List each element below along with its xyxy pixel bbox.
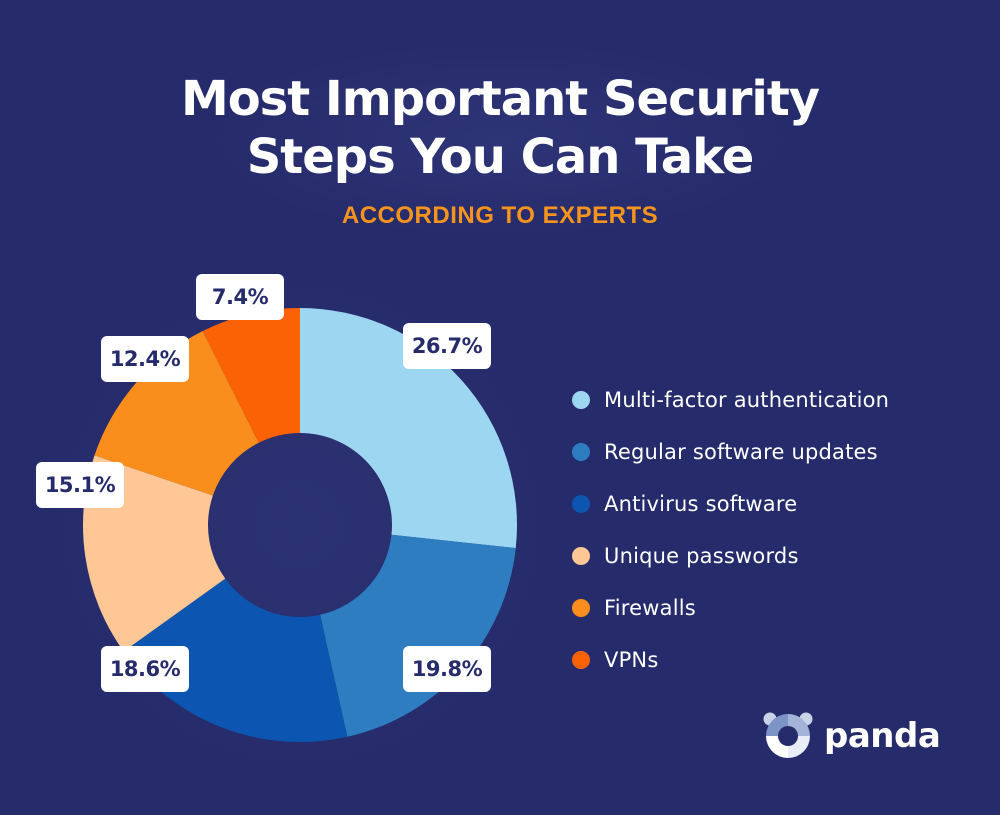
legend-dot-icon	[572, 495, 590, 513]
page-title: Most Important Security Steps You Can Ta…	[0, 70, 1000, 186]
legend-dot-icon	[572, 651, 590, 669]
value-label-passwords: 15.1%	[36, 462, 124, 508]
legend-label: Antivirus software	[604, 492, 798, 516]
legend-item-vpns: VPNs	[572, 634, 889, 686]
value-label-mfa: 26.7%	[403, 323, 491, 369]
legend-label: Unique passwords	[604, 544, 799, 568]
subtitle: ACCORDING TO EXPERTS	[341, 202, 659, 229]
value-label-firewalls: 12.4%	[101, 336, 189, 382]
panda-logo-icon	[763, 712, 813, 758]
legend-label: Firewalls	[604, 596, 696, 620]
legend-label: Regular software updates	[604, 440, 878, 464]
legend-dot-icon	[572, 391, 590, 409]
donut-slice-2	[123, 578, 348, 742]
donut-slice-4	[94, 331, 259, 496]
legend-label: Multi-factor authentication	[604, 388, 890, 412]
title-line-2: Steps You Can Take	[246, 129, 755, 185]
legend-item-firewalls: Firewalls	[572, 582, 889, 634]
title-line-1: Most Important Security	[180, 71, 820, 127]
legend-item-updates: Regular software updates	[572, 426, 889, 478]
donut-slice-0	[300, 308, 517, 549]
legend-label: VPNs	[604, 648, 659, 672]
value-label-updates: 19.8%	[403, 646, 491, 692]
legend-item-passwords: Unique passwords	[572, 530, 889, 582]
legend: Multi-factor authentication Regular soft…	[572, 374, 889, 686]
donut-slice-5	[202, 308, 300, 443]
value-label-antivirus: 18.6%	[101, 646, 189, 692]
panda-logo: panda	[762, 710, 941, 762]
legend-item-antivirus: Antivirus software	[572, 478, 889, 530]
donut-slice-1	[320, 534, 516, 737]
legend-dot-icon	[572, 547, 590, 565]
brand-name: panda	[824, 716, 941, 756]
legend-item-mfa: Multi-factor authentication	[572, 374, 889, 426]
legend-dot-icon	[572, 599, 590, 617]
legend-dot-icon	[572, 443, 590, 461]
value-label-vpns: 7.4%	[196, 274, 284, 320]
